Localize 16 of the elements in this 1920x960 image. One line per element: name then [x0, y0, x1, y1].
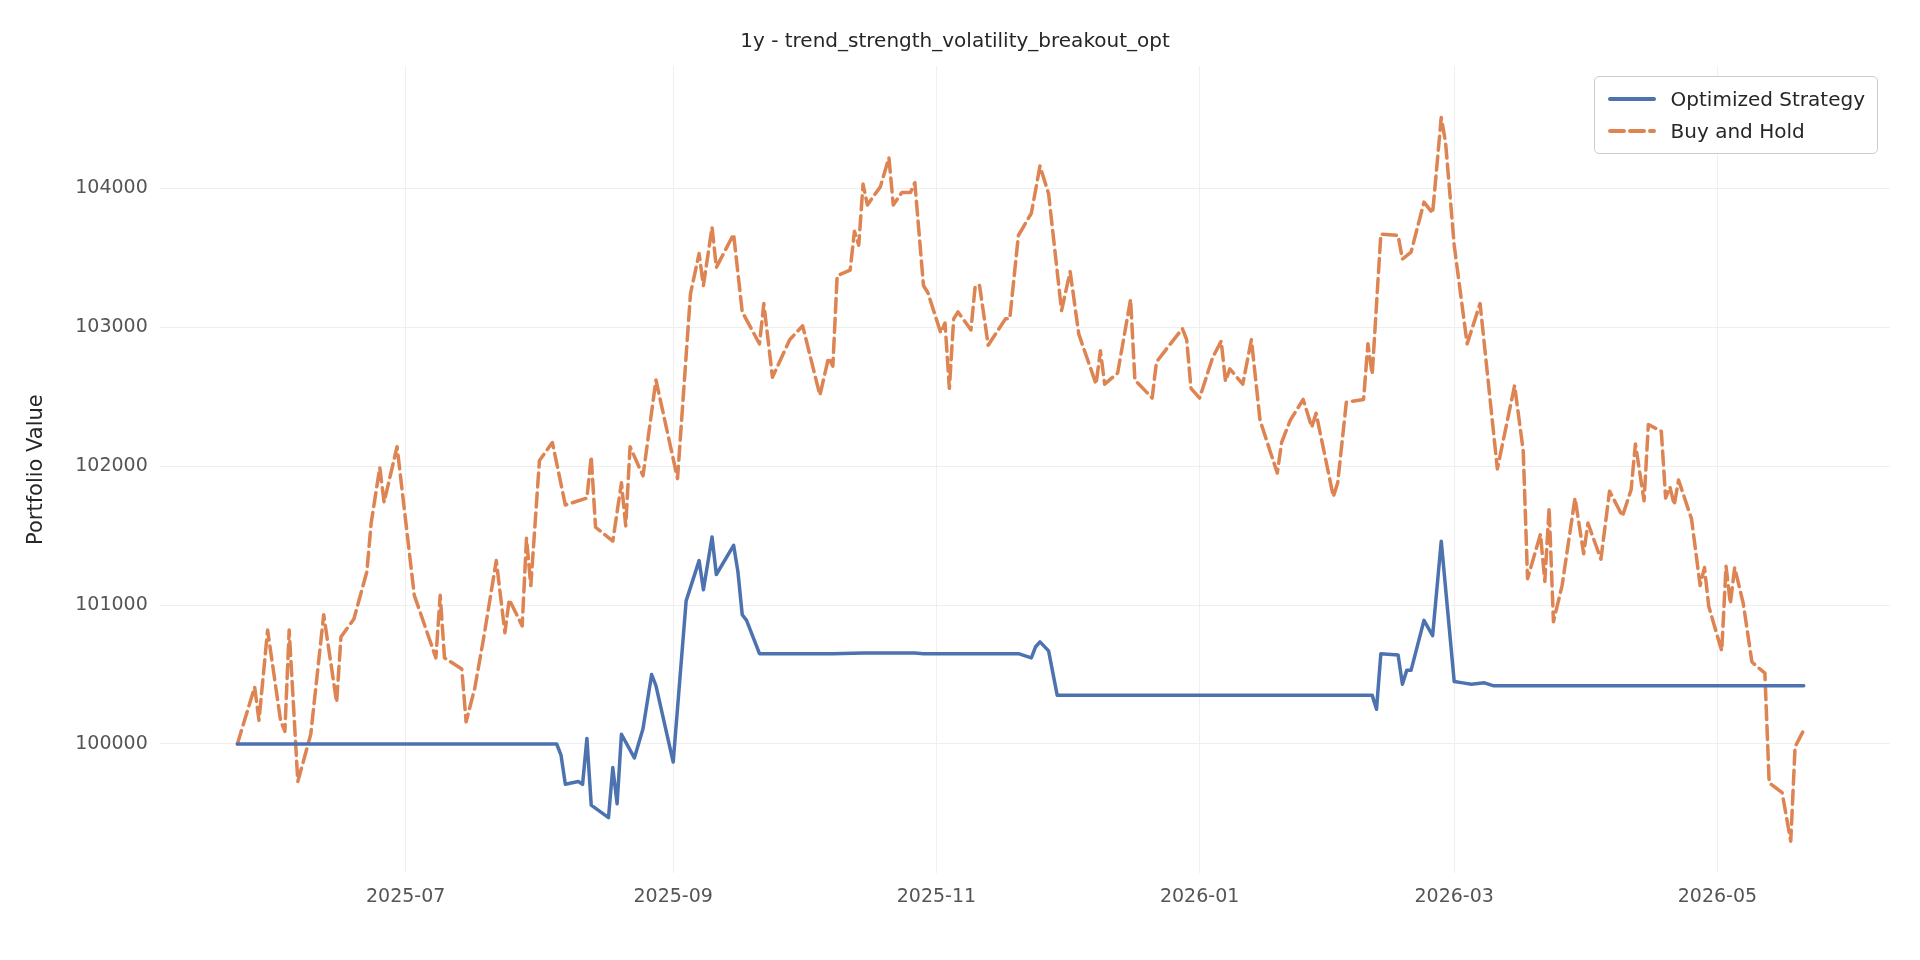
y-tick-label: 102000 — [75, 453, 148, 476]
line-series — [235, 115, 1806, 843]
x-tick-label: 2026-05 — [1677, 883, 1758, 906]
y-tick-label: 101000 — [75, 592, 148, 614]
x-tick-label: 2025-11 — [896, 883, 977, 906]
x-tick-label: 2026-03 — [1414, 883, 1494, 906]
y-tick-label: 103000 — [75, 314, 148, 337]
x-tick-label: 2025-07 — [365, 883, 446, 906]
chart-title: 1y - trend_strength_volatility_breakout_opt — [740, 28, 1170, 53]
y-axis-title: Portfolio Value — [23, 394, 48, 545]
x-tick-label: 2025-09 — [633, 883, 713, 906]
legend-label: Optimized Strategy — [1670, 87, 1865, 111]
x-tick-label: 2026-01 — [1159, 883, 1240, 906]
y-tick-label: 104000 — [75, 175, 148, 198]
y-tick-label: 100000 — [75, 730, 148, 753]
legend-label: Buy and Hold — [1670, 119, 1805, 143]
